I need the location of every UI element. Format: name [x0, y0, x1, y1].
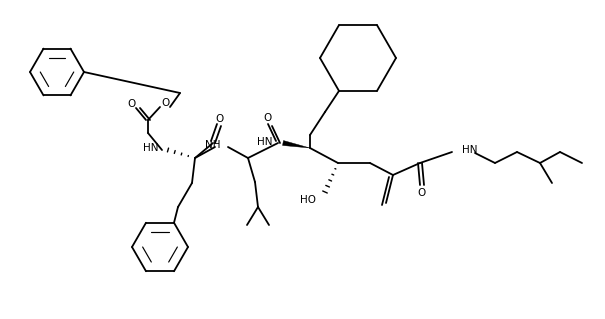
- Text: O: O: [417, 188, 425, 198]
- Text: O: O: [128, 99, 136, 109]
- Text: O: O: [215, 114, 223, 124]
- Text: HO: HO: [300, 195, 316, 205]
- Text: HN: HN: [258, 137, 273, 147]
- Text: HN: HN: [143, 143, 158, 153]
- Text: O: O: [264, 113, 272, 123]
- Text: NH: NH: [204, 140, 220, 150]
- Text: HN: HN: [462, 145, 477, 155]
- Polygon shape: [283, 141, 310, 148]
- Text: O: O: [161, 98, 169, 108]
